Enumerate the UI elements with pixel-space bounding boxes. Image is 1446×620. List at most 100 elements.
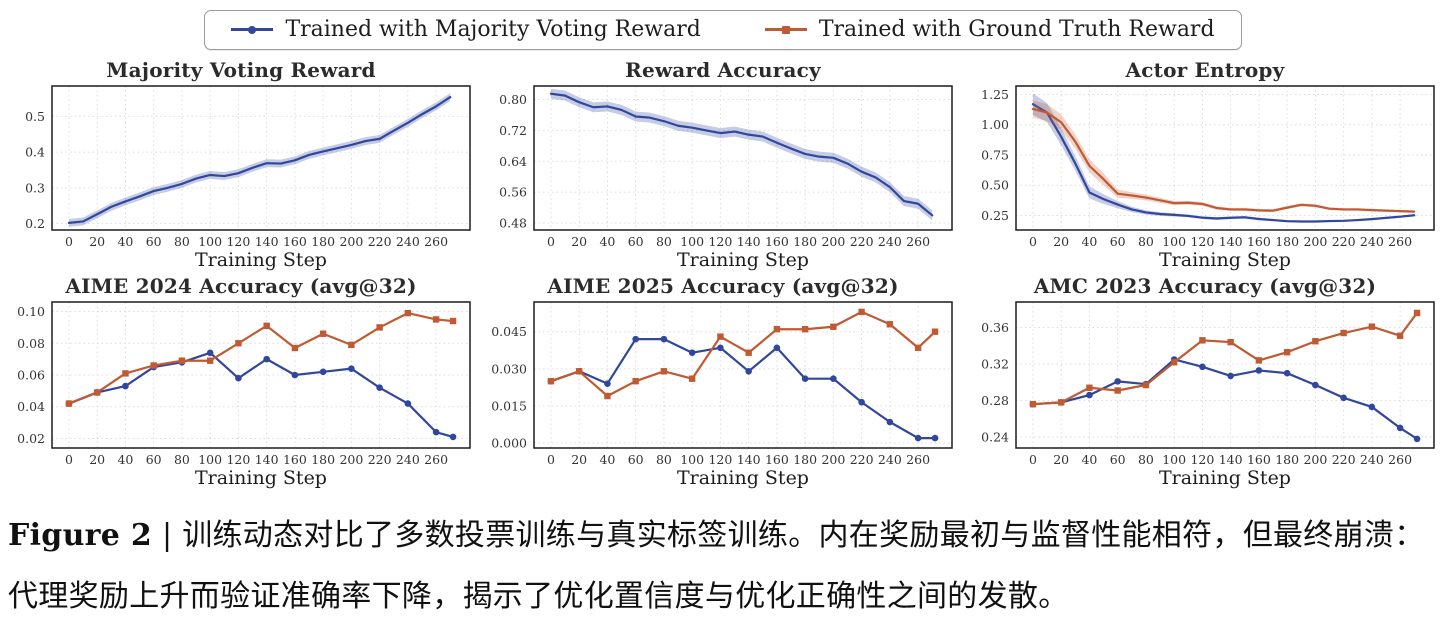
svg-text:60: 60 (628, 234, 644, 249)
svg-text:0: 0 (1029, 234, 1037, 249)
legend-label-majority-voting: Trained with Majority Voting Reward (285, 17, 701, 42)
plot-border (51, 85, 471, 231)
y-tick-labels: 0.24 0.28 0.32 0.36 (981, 320, 1009, 445)
chart-title: AMC 2023 Accuracy (avg@32) (1033, 274, 1377, 298)
x-tick-labels: 0 20 40 60 80 100 120 140 160 180 200 220 240 260 (65, 452, 448, 467)
chart-actor-entropy: Actor Entropy 0 20 40 60 80 100 120 140 160 180 20… (964, 58, 1446, 272)
figure-caption-separator: | (152, 518, 183, 553)
svg-text:20: 20 (1053, 234, 1069, 249)
blue-line-dot-icon (231, 25, 274, 34)
svg-text:40: 40 (117, 452, 133, 467)
svg-text:140: 140 (737, 452, 761, 467)
svg-text:20: 20 (571, 452, 587, 467)
svg-text:120: 120 (1190, 234, 1214, 249)
chart-canvas-reward-accuracy: 0 20 40 60 80 100 120 140 160 180 200 220 240 260 0.48… (499, 85, 953, 271)
svg-text:0.2: 0.2 (25, 216, 45, 231)
svg-text:240: 240 (1360, 452, 1384, 467)
svg-text:180: 180 (1275, 234, 1299, 249)
series-line-majority_voting (67, 95, 452, 224)
svg-text:0.64: 0.64 (499, 154, 527, 169)
chart-reward-accuracy: Reward Accuracy 0 20 40 60 80 100 120 140 160 180… (482, 58, 964, 272)
svg-text:220: 220 (1332, 452, 1356, 467)
svg-text:60: 60 (146, 234, 162, 249)
svg-text:160: 160 (283, 452, 307, 467)
svg-text:240: 240 (878, 452, 902, 467)
svg-text:0: 0 (1029, 452, 1037, 467)
figure-caption-label: Figure 2 (8, 518, 153, 553)
plot-border (1015, 301, 1435, 449)
svg-text:180: 180 (311, 452, 335, 467)
svg-text:20: 20 (1053, 452, 1069, 467)
svg-text:100: 100 (680, 452, 704, 467)
chart-title: AIME 2025 Accuracy (avg@32) (547, 274, 899, 298)
svg-text:80: 80 (656, 452, 672, 467)
svg-text:140: 140 (737, 234, 761, 249)
figure-caption-text: 训练动态对比了多数投票训练与真实标签训练。内在奖励最初与监督性能相符，但最终崩溃… (8, 518, 1425, 614)
x-tick-labels: 0 20 40 60 80 100 120 140 160 180 200 220 240 260 (65, 234, 448, 249)
y-tick-labels: 0.02 0.04 0.06 0.08 0.10 (17, 304, 45, 446)
svg-text:260: 260 (424, 234, 448, 249)
svg-text:0.045: 0.045 (491, 324, 527, 339)
svg-text:220: 220 (368, 452, 392, 467)
svg-text:0.000: 0.000 (491, 436, 527, 451)
svg-text:240: 240 (878, 234, 902, 249)
svg-text:260: 260 (906, 452, 930, 467)
svg-text:0.030: 0.030 (491, 361, 527, 376)
figure-caption: Figure 2 | 训练动态对比了多数投票训练与真实标签训练。内在奖励最初与监… (0, 506, 1446, 620)
charts-grid: Majority Voting Reward 0 20 40 60 80 100 120 14… (0, 58, 1446, 490)
x-axis-label: Training Step (195, 249, 327, 271)
svg-text:40: 40 (1081, 452, 1097, 467)
svg-text:0.32: 0.32 (981, 357, 1009, 372)
x-axis-label: Training Step (1159, 249, 1291, 271)
svg-text:160: 160 (765, 452, 789, 467)
svg-text:40: 40 (117, 234, 133, 249)
svg-text:80: 80 (174, 234, 190, 249)
svg-text:0: 0 (547, 452, 555, 467)
svg-text:160: 160 (283, 234, 307, 249)
svg-text:100: 100 (198, 452, 222, 467)
svg-text:100: 100 (680, 234, 704, 249)
svg-text:180: 180 (793, 234, 817, 249)
svg-text:0: 0 (65, 452, 73, 467)
svg-text:120: 120 (226, 234, 250, 249)
series-line-ground_truth (1031, 107, 1416, 213)
chart-canvas-majority-voting-reward: 0 20 40 60 80 100 120 140 160 180 200 220 240 2600.20… (25, 85, 471, 271)
svg-text:240: 240 (396, 234, 420, 249)
svg-text:80: 80 (1138, 234, 1154, 249)
svg-text:0.4: 0.4 (25, 145, 45, 160)
x-tick-labels: 0 20 40 60 80 100 120 140 160 180 200 220 240 260 (547, 452, 930, 467)
svg-text:220: 220 (368, 234, 392, 249)
svg-text:180: 180 (793, 452, 817, 467)
svg-text:0.56: 0.56 (499, 185, 527, 200)
y-tick-labels: 0.000 0.015 0.030 0.045 (491, 324, 527, 450)
x-tick-labels: 0 20 40 60 80 100 120 140 160 180 200 220 240 260 (1029, 234, 1412, 249)
svg-text:1.00: 1.00 (981, 117, 1009, 132)
chart-title: Reward Accuracy (625, 58, 821, 82)
plot-border (51, 301, 471, 449)
svg-text:0.06: 0.06 (17, 368, 45, 383)
plot-border (533, 85, 953, 231)
chart-majority-voting-reward: Majority Voting Reward 0 20 40 60 80 100 120 14… (0, 58, 482, 272)
chart-title: Majority Voting Reward (106, 58, 376, 82)
series-markers-ground_truth (1029, 309, 1421, 408)
svg-text:140: 140 (1219, 234, 1243, 249)
svg-text:60: 60 (146, 452, 162, 467)
svg-text:220: 220 (1332, 234, 1356, 249)
svg-text:1.25: 1.25 (981, 87, 1009, 102)
svg-text:120: 120 (708, 234, 732, 249)
y-tick-labels: 0.48 0.56 0.64 0.72 0.80 (499, 92, 527, 231)
svg-text:180: 180 (1275, 452, 1299, 467)
svg-text:0.5: 0.5 (25, 109, 45, 124)
series-markers-ground_truth (547, 308, 939, 400)
svg-text:80: 80 (1138, 452, 1154, 467)
x-axis-label: Training Step (1159, 467, 1291, 489)
svg-text:80: 80 (656, 234, 672, 249)
svg-text:0.75: 0.75 (981, 147, 1009, 162)
svg-text:200: 200 (1303, 234, 1327, 249)
svg-text:0.015: 0.015 (491, 398, 527, 413)
svg-text:120: 120 (1190, 452, 1214, 467)
plot-border (533, 301, 953, 449)
series-line-majority_voting (1031, 103, 1416, 223)
svg-text:200: 200 (821, 234, 845, 249)
